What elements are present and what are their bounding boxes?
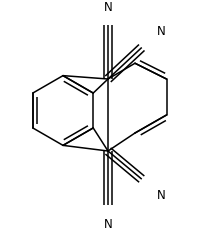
Text: N: N [104, 1, 112, 14]
Text: N: N [156, 188, 165, 201]
Text: N: N [104, 217, 112, 230]
Text: N: N [156, 25, 165, 38]
